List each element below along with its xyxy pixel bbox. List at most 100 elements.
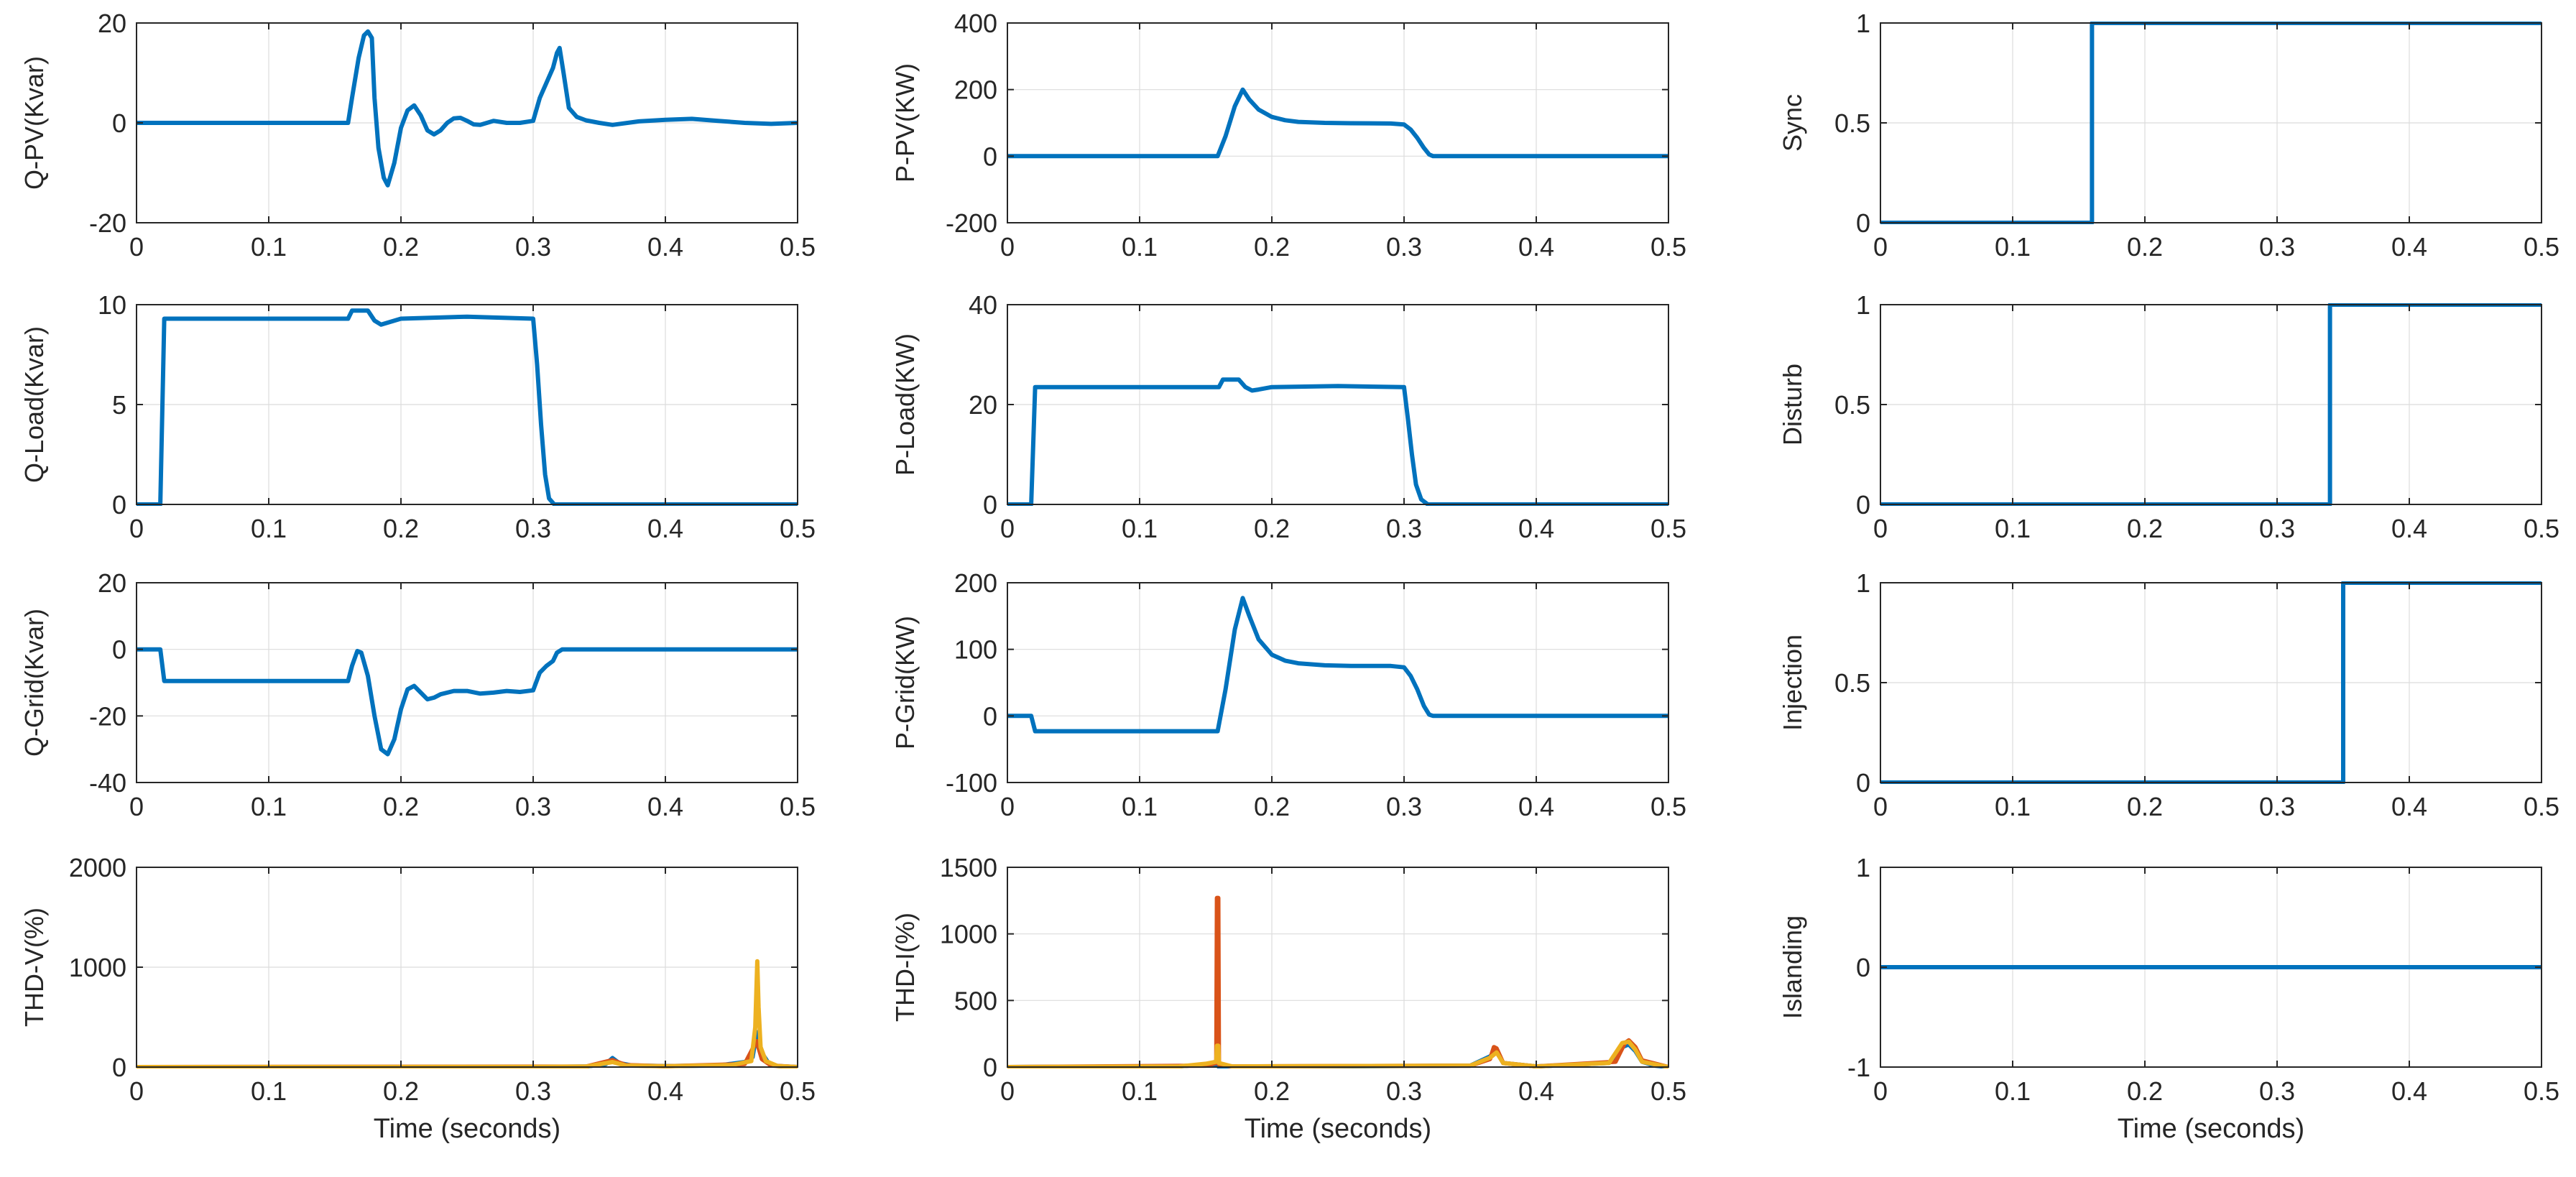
x-tick-label: 0.2 [2127, 1076, 2163, 1106]
x-tick-label: 0.3 [1386, 514, 1422, 543]
axes-box [1007, 867, 1669, 1068]
x-axis-label: Time (seconds) [1245, 1114, 1431, 1144]
x-tick-label: 0.2 [383, 1076, 419, 1106]
y-tick-label: -20 [89, 701, 126, 731]
y-tick-label: 1 [1856, 290, 1870, 320]
y-axis-label: Islanding [1778, 915, 1807, 1019]
x-tick-label: 0.2 [1254, 792, 1290, 821]
y-tick-label: 20 [98, 568, 126, 598]
x-tick-label: 0.4 [2391, 514, 2427, 543]
x-tick-label: 0 [129, 514, 144, 543]
y-tick-label: 1 [1856, 568, 1870, 598]
y-axis-label: Sync [1778, 94, 1807, 152]
plot-area [1007, 867, 1668, 1067]
y-tick-label: 0.5 [1834, 109, 1870, 138]
y-tick-label: 0.5 [1834, 390, 1870, 420]
y-axis-label: Disturb [1778, 364, 1807, 446]
y-tick-label: 200 [954, 75, 997, 105]
x-tick-label: 0.3 [515, 1076, 551, 1106]
x-tick-label: 0.2 [1254, 1076, 1290, 1106]
series-line-q-grid-1 [137, 647, 798, 757]
subplot-injection: 0 0.1 0.2 0.3 0.4 0.5 0 0.5 1 Injection [1778, 568, 2559, 821]
x-tick-label: 0.5 [1651, 1076, 1686, 1106]
x-tick-label: 0.5 [2524, 1076, 2559, 1106]
x-tick-label: 0.2 [2127, 792, 2163, 821]
y-tick-label: 1 [1856, 853, 1870, 882]
x-tick-label: 0 [1000, 232, 1015, 262]
x-tick-label: 0.3 [1386, 1076, 1422, 1106]
x-tick-label: 0.2 [1254, 232, 1290, 262]
x-tick-label: 0.1 [1122, 1076, 1158, 1106]
x-tick-label: 0.1 [1995, 792, 2031, 821]
y-axis-label: THD-V(%) [19, 908, 49, 1027]
y-axis-label: P-PV(KW) [890, 63, 920, 183]
subplot-disturb: 0 0.1 0.2 0.3 0.4 0.5 0 0.5 1 Disturb [1778, 290, 2559, 543]
subplot-q-grid: 0 0.1 0.2 0.3 0.4 0.5 -40 -20 0 20 Q-Grid(Kvar) [19, 568, 816, 821]
x-tick-label: 0.4 [1518, 514, 1554, 543]
x-tick-label: 0.3 [2259, 792, 2295, 821]
x-tick-label: 0.1 [1995, 232, 2031, 262]
x-tick-label: 0 [1000, 514, 1015, 543]
x-tick-label: 0.4 [647, 792, 683, 821]
x-tick-label: 0.1 [1122, 792, 1158, 821]
y-tick-label: 1 [1856, 9, 1870, 38]
x-tick-label: 0.4 [1518, 792, 1554, 821]
y-axis-label: Injection [1778, 634, 1807, 731]
x-tick-label: 0.4 [2391, 1076, 2427, 1106]
x-tick-label: 0.2 [2127, 514, 2163, 543]
plot-area [1007, 583, 1668, 783]
x-tick-label: 0.5 [780, 514, 816, 543]
y-tick-label: 0 [1856, 490, 1870, 520]
y-tick-label: 0 [1856, 768, 1870, 798]
y-tick-label: 500 [954, 986, 997, 1015]
x-tick-label: 0.5 [2524, 792, 2559, 821]
x-tick-label: 0.4 [647, 1076, 683, 1106]
y-tick-label: 20 [969, 390, 997, 420]
x-tick-label: 0 [1873, 792, 1888, 821]
series-line-p-grid-1 [1007, 596, 1668, 734]
x-tick-label: 0.1 [251, 514, 287, 543]
subplot-sync: 0 0.1 0.2 0.3 0.4 0.5 0 0.5 1 Sync [1778, 9, 2559, 262]
subplot-thd-i: 0 0.1 0.2 0.3 0.4 0.5 0 500 1000 1500 THD-I(%) Time… [890, 853, 1686, 1144]
x-tick-label: 0.1 [251, 1076, 287, 1106]
y-tick-label: -200 [946, 208, 997, 238]
x-tick-label: 0.4 [1518, 232, 1554, 262]
axes-box [136, 582, 798, 783]
y-tick-label: 0 [983, 490, 997, 520]
y-tick-label: 400 [954, 9, 997, 38]
y-axis-label: P-Grid(KW) [890, 616, 920, 749]
y-tick-label: 10 [98, 290, 126, 320]
x-tick-label: 0 [1873, 1076, 1888, 1106]
series-line-p-pv-1 [1007, 87, 1668, 159]
x-tick-label: 0.5 [780, 232, 816, 262]
x-tick-label: 0.1 [1995, 514, 2031, 543]
x-tick-label: 0.2 [1254, 514, 1290, 543]
y-tick-label: 5 [112, 390, 126, 420]
y-tick-label: -40 [89, 768, 126, 798]
y-tick-label: 2000 [69, 853, 126, 882]
x-tick-label: 0.5 [1651, 792, 1686, 821]
x-tick-label: 0.3 [2259, 1076, 2295, 1106]
x-tick-label: 0.4 [647, 514, 683, 543]
x-tick-label: 0.4 [2391, 792, 2427, 821]
x-axis-label: Time (seconds) [2118, 1114, 2304, 1144]
axes-box [1007, 582, 1669, 783]
y-tick-label: 40 [969, 290, 997, 320]
y-axis-label: P-Load(KW) [890, 333, 920, 476]
x-axis-label: Time (seconds) [374, 1114, 560, 1144]
x-tick-label: 0.2 [383, 514, 419, 543]
y-tick-label: 1000 [940, 920, 997, 949]
y-tick-label: -1 [1847, 1053, 1870, 1082]
x-tick-label: 0.1 [251, 792, 287, 821]
series-line-thd-i-3 [1007, 1039, 1668, 1068]
x-tick-label: 0 [1000, 1076, 1015, 1106]
x-tick-label: 0.5 [780, 792, 816, 821]
y-tick-label: 20 [98, 9, 126, 38]
y-tick-label: 0 [112, 109, 126, 138]
y-tick-label: 0 [983, 142, 997, 171]
subplot-p-load: 0 0.1 0.2 0.3 0.4 0.5 0 20 40 P-Load(KW) [890, 290, 1686, 543]
x-tick-label: 0.3 [515, 792, 551, 821]
x-tick-label: 0.2 [383, 792, 419, 821]
